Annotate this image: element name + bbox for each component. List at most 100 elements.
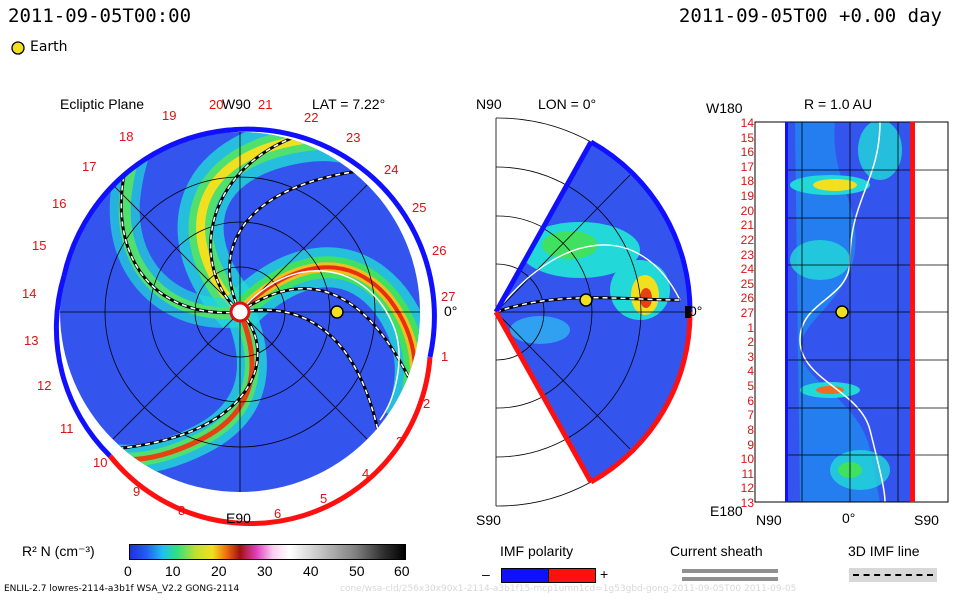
shell-row-9: 9 (747, 437, 754, 452)
ecliptic-plane-plot (53, 126, 437, 526)
carr-14: 14 (22, 286, 37, 301)
earth-marker-icon (11, 41, 25, 55)
earth-icon (330, 305, 344, 319)
shell-row-15: 15 (740, 130, 754, 145)
shell-row-5: 5 (747, 379, 754, 394)
carr-17: 17 (82, 159, 97, 174)
shell-bottom-n90: N90 (756, 512, 782, 528)
imf-negative-swatch (501, 568, 549, 583)
ecliptic-right-label: 0° (444, 303, 458, 319)
footer-right: cone/wsa-cld/256x30x90x1-2114-a3b1f15-mc… (340, 584, 797, 594)
colorbar-tick-40: 40 (303, 563, 319, 579)
current-sheath-title: Current sheath (670, 543, 763, 559)
sun-icon (229, 301, 251, 323)
carr-20: 20 (209, 97, 224, 112)
colorbar-tick-50: 50 (349, 563, 365, 579)
shell-row-22: 22 (740, 232, 754, 247)
colorbar-label: R² N (cm⁻³) (22, 543, 95, 559)
shell-row-24: 24 (740, 262, 754, 277)
ecliptic-title: Ecliptic Plane (60, 96, 145, 112)
carr-11: 11 (60, 421, 74, 436)
carr-3: 3 (396, 434, 404, 449)
carr-16: 16 (52, 196, 67, 211)
shell-bottom-s90: S90 (914, 512, 939, 528)
meridional-plot (493, 117, 693, 507)
footer-left: ENLIL-2.7 lowres-2114-a3b1f WSA_V2.2 GON… (4, 584, 240, 594)
imf-line-title: 3D IMF line (848, 543, 920, 559)
shell-row-13: 13 (740, 496, 754, 510)
colorbar-tick-0: 0 (124, 563, 132, 579)
shell-row-12: 12 (740, 481, 754, 496)
shell-row-20: 20 (740, 203, 754, 218)
carr-27: 27 (441, 289, 456, 304)
shell-row-1: 1 (747, 320, 754, 335)
colorbar (129, 544, 406, 560)
current-sheath-line-2 (682, 577, 778, 581)
shell-row-2: 2 (747, 335, 754, 350)
carr-4: 4 (362, 466, 370, 481)
shell-row-27: 27 (740, 306, 754, 320)
shell-row-3: 3 (747, 349, 754, 364)
carr-2: 2 (423, 396, 431, 411)
meridional-bottom-label: S90 (476, 512, 501, 528)
colorbar-tick-60: 60 (394, 563, 410, 579)
shell-row-25: 25 (740, 276, 754, 291)
imf-plus: + (600, 566, 609, 582)
carr-6: 6 (274, 506, 282, 521)
shell-row-26: 26 (740, 291, 754, 306)
shell-bottom-center: 0° (842, 510, 856, 526)
earth-label: Earth (30, 39, 68, 55)
shell-row-21: 21 (740, 218, 754, 233)
carr-24: 24 (384, 162, 399, 177)
colorbar-tick-30: 30 (257, 563, 273, 579)
carr-23: 23 (346, 130, 361, 145)
carr-25: 25 (412, 200, 427, 215)
carr-26: 26 (432, 243, 447, 258)
colorbar-tick-10: 10 (165, 563, 181, 579)
carr-13: 13 (24, 333, 39, 348)
ecliptic-lat: LAT = 7.22° (312, 96, 386, 112)
shell-top-left: W180 (706, 100, 743, 116)
shell-bottom-left: E180 (710, 503, 743, 519)
current-sheath-line-1 (682, 569, 778, 573)
shell-row-18: 18 (740, 174, 754, 189)
shell-row-7: 7 (747, 408, 754, 423)
carr-12: 12 (37, 378, 52, 393)
shell-row-14: 14 (740, 116, 754, 130)
shell-row-16: 16 (740, 145, 754, 160)
carr-5: 5 (320, 491, 328, 506)
shell-row-8: 8 (747, 422, 754, 437)
meridional-right-label: 0° (689, 303, 703, 319)
carr-15: 15 (32, 238, 47, 253)
carr-10: 10 (93, 455, 108, 470)
imf-minus: – (482, 566, 490, 582)
shell-title: R = 1.0 AU (804, 96, 873, 112)
carr-8: 8 (178, 503, 186, 518)
shell-row-6: 6 (747, 393, 754, 408)
ecliptic-top-label: W90 (222, 96, 251, 112)
shell-row-23: 23 (740, 247, 754, 262)
imf-polarity-title: IMF polarity (500, 543, 574, 559)
imf-positive-swatch (548, 568, 596, 583)
shell-row-4: 4 (747, 364, 754, 379)
shell-row-10: 10 (740, 452, 754, 467)
shell-map-plot (754, 121, 949, 503)
carr-21: 21 (258, 97, 273, 112)
imf-line-swatch (849, 568, 937, 582)
carr-18: 18 (119, 129, 134, 144)
header-left-time: 2011-09-05T00:00 (8, 5, 192, 27)
shell-row-11: 11 (741, 466, 754, 481)
ecliptic-bottom-label: E90 (226, 510, 251, 526)
carr-1: 1 (441, 349, 449, 364)
shell-row-19: 19 (740, 189, 754, 204)
shell-earth-icon (835, 305, 849, 319)
carr-9: 9 (133, 484, 141, 499)
shell-row-17: 17 (740, 159, 754, 174)
header-right-time: 2011-09-05T00 +0.00 day (678, 5, 942, 27)
carr-22: 22 (304, 110, 319, 125)
meridional-top-label: N90 (476, 96, 502, 112)
carr-19: 19 (162, 108, 177, 123)
colorbar-tick-20: 20 (211, 563, 227, 579)
meridional-earth-icon (579, 293, 593, 307)
